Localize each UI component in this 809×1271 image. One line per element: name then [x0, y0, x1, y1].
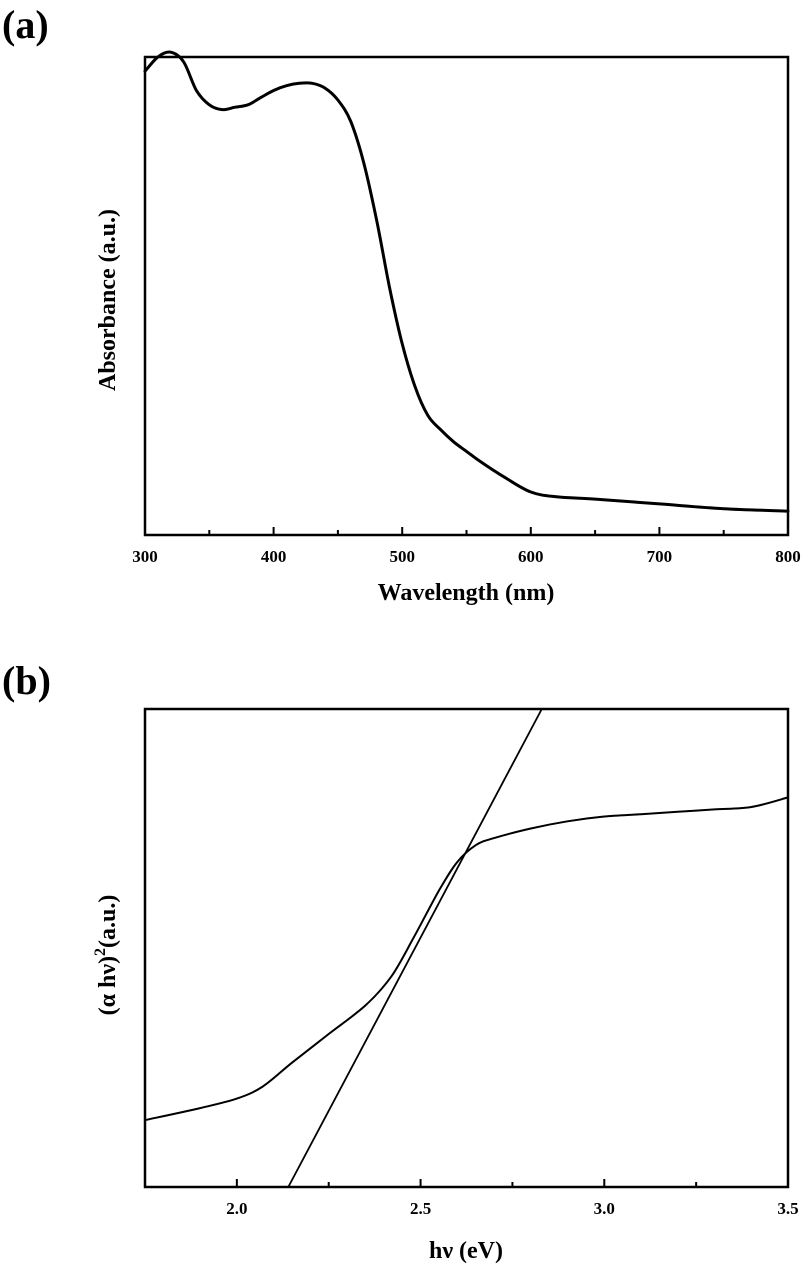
panel-a-x-tick-label: 500 [389, 547, 415, 566]
panel-b-y-axis-title-main: (α hν) [95, 956, 121, 1015]
panel-b-x-tick-label: 2.5 [410, 1199, 431, 1218]
panel-a-x-tick-label: 600 [518, 547, 544, 566]
panel-a-x-tick-label: 400 [261, 547, 287, 566]
panel-a-x-tick-label: 800 [775, 547, 801, 566]
panel-b-x-tick-label: 3.5 [777, 1199, 798, 1218]
panel-b-y-axis-title-tail: (a.u.) [95, 895, 121, 948]
panel-b-y-axis-title: (α hν)2(a.u.) [92, 895, 121, 1016]
panel-b-linear-fit-line [287, 708, 543, 1188]
panel-a-x-ticks: 300 400 500 600 700 800 [132, 527, 801, 566]
panel-a-frame [143, 55, 790, 537]
panel-b-y-axis-title-sup: 2 [92, 948, 109, 956]
panel-a-y-axis-title: Absorbance (a.u.) [95, 209, 121, 391]
panel-b-x-tick-label: 2.0 [226, 1199, 247, 1218]
panel-b-x-tick-label: 3.0 [594, 1199, 615, 1218]
panel-b-x-axis-title: hν (eV) [429, 1238, 503, 1264]
panel-a-x-tick-label: 300 [132, 547, 158, 566]
panel-b-x-ticks: 2.0 2.5 3.0 3.5 [144, 1179, 799, 1218]
panel-a-x-tick-label: 700 [647, 547, 673, 566]
panel-b-label: (b) [2, 658, 51, 703]
panel-b-frame [143, 707, 790, 1189]
panel-a: (a) 300 400 500 600 700 800 Wavelength (nm) A… [2, 2, 801, 606]
panel-b-tauc-curve [144, 796, 789, 1122]
panel-a-x-axis-title: Wavelength (nm) [378, 580, 555, 606]
panel-b: (b) 2.0 2.5 3.0 3.5 hν (eV) (α hν)2(a.u.) [2, 658, 799, 1264]
panel-a-label: (a) [2, 2, 49, 47]
panel-a-absorbance-curve [143, 50, 790, 513]
